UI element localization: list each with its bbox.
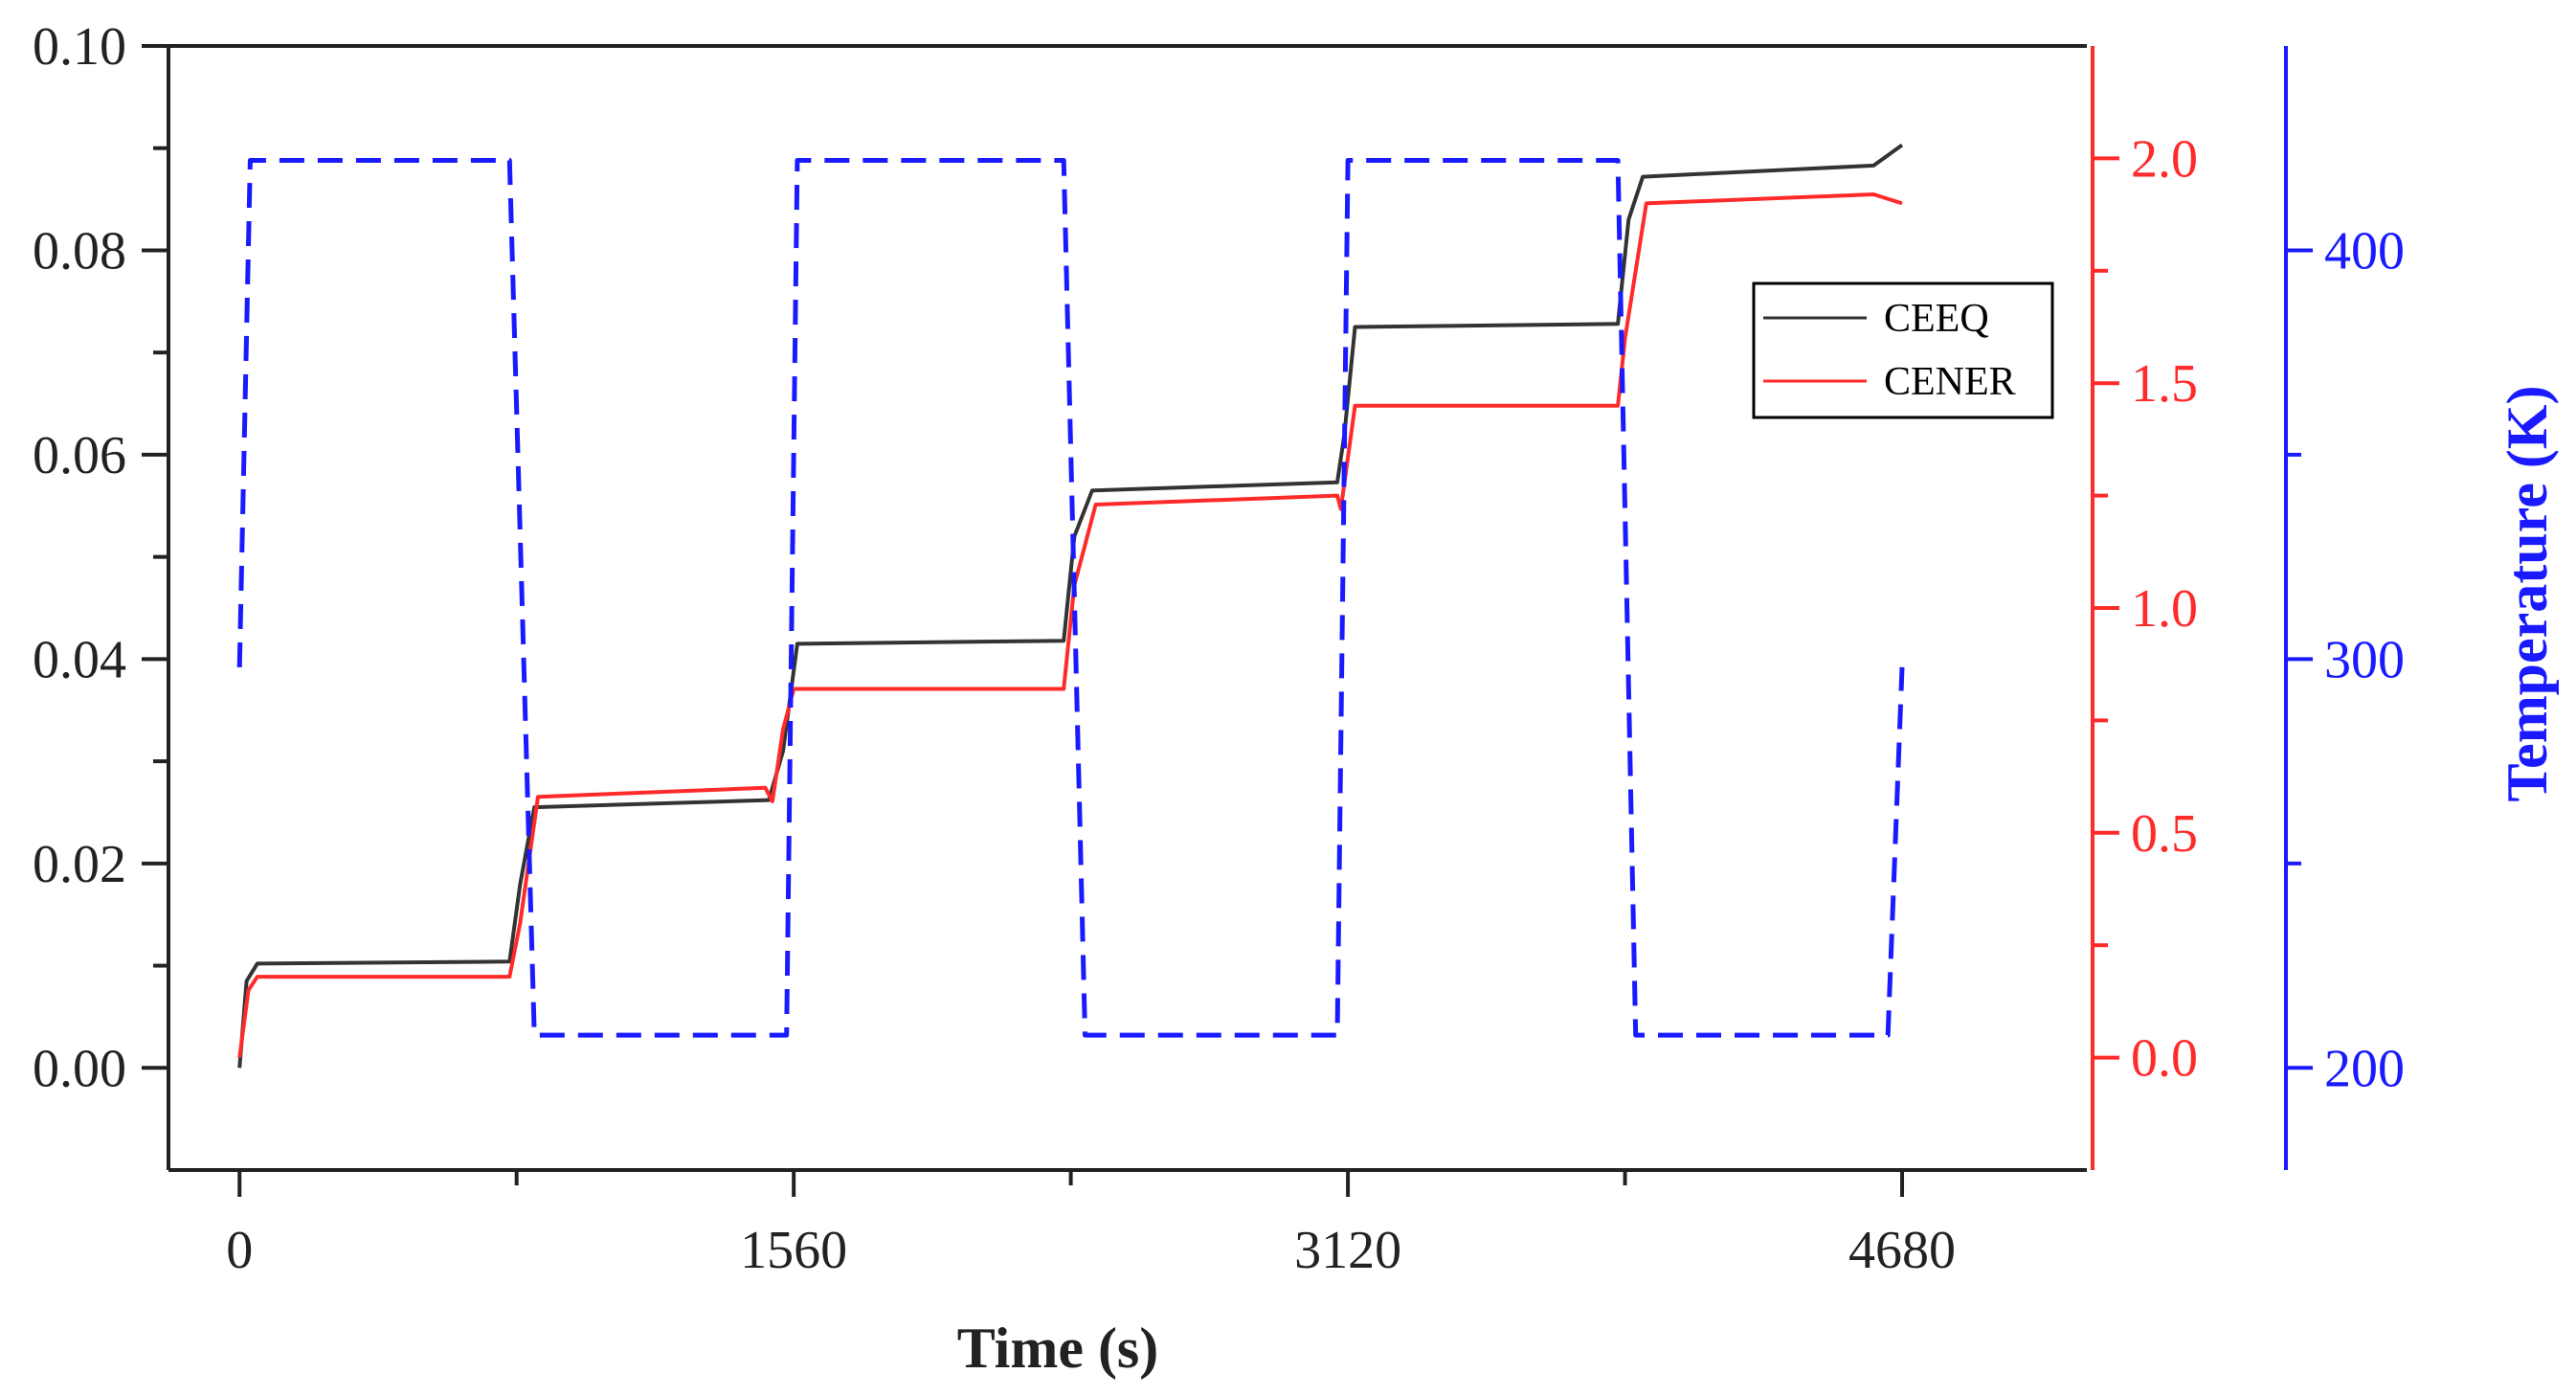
plot-frame <box>167 44 2288 1172</box>
series-line-temperature <box>236 158 1905 1038</box>
right1-tick-label: 1.5 <box>2131 354 2198 414</box>
x-axis-title: Time (s) <box>957 1317 1159 1380</box>
x-tick-label: 0 <box>226 1221 253 1280</box>
legend-label-ceeq: CEEQ <box>1884 297 1989 341</box>
legend: CEEQ CENER <box>1752 281 2054 419</box>
left-tick-label: 0.08 <box>33 221 126 281</box>
right1-tick-label: 1.0 <box>2131 579 2198 639</box>
left-tick-label: 0.00 <box>33 1039 126 1098</box>
right1-tick-label: 2.0 <box>2131 129 2198 189</box>
left-tick-label: 0.04 <box>33 630 126 689</box>
right2-tick-label: 400 <box>2324 221 2405 281</box>
series-layer <box>236 143 1905 1069</box>
x-tick-label: 4680 <box>1848 1221 1956 1280</box>
left-tick-label: 0.06 <box>33 426 126 485</box>
right2-tick-label: 200 <box>2324 1039 2405 1098</box>
left-tick-label: 0.10 <box>33 17 126 77</box>
x-tick-label: 3120 <box>1294 1221 1401 1280</box>
right1-tick-label: 0.0 <box>2131 1029 2198 1089</box>
left-tick-label: 0.02 <box>33 835 126 894</box>
legend-box <box>1752 281 2054 419</box>
series-line-ceeq <box>237 143 1904 1069</box>
right2-tick-label: 300 <box>2324 630 2405 689</box>
x-tick-label: 1560 <box>740 1221 847 1280</box>
right-axis-temperature-title: Temperature (K) <box>2496 386 2559 802</box>
legend-label-cener: CENER <box>1884 360 2016 404</box>
series-line-cener <box>237 192 1903 1058</box>
right1-tick-label: 0.5 <box>2131 804 2198 864</box>
axes-layer: 0 1560 3120 4680 0.00 0.02 0.04 0.06 0.08 0.10 0.0… <box>33 17 2405 1280</box>
